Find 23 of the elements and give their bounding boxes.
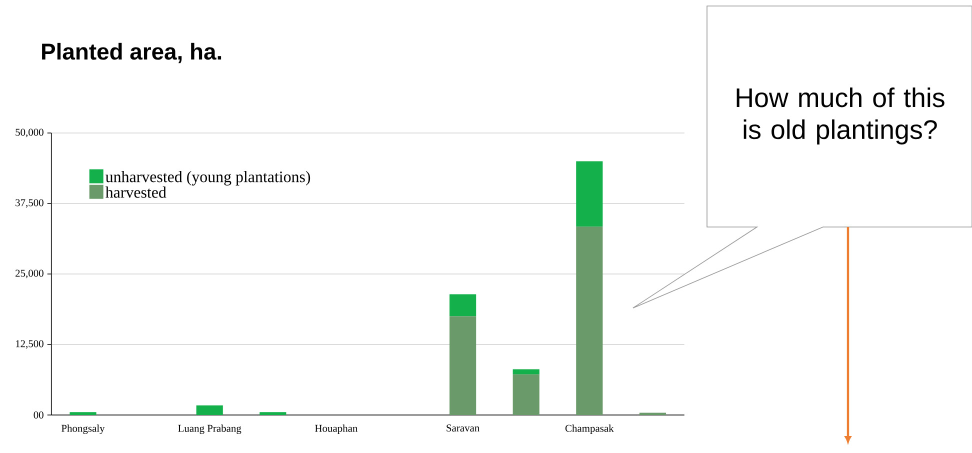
text: How much of this is old plantings? [736, 88, 944, 144]
bar [450, 294, 476, 316]
bar [196, 405, 223, 415]
bar [512, 374, 540, 415]
legend-label: harvested [106, 186, 166, 198]
bar [260, 412, 286, 415]
x-tick-label: Phongsaly [62, 424, 105, 434]
x-tick-label: Houaphan [315, 424, 358, 434]
legend-label: unharvested (young plantations) [106, 171, 310, 186]
y-tick-label: 25,000 [16, 270, 44, 278]
bar [70, 412, 96, 415]
bar [450, 316, 476, 415]
bar [576, 161, 603, 227]
y-tick-label: 00 [34, 411, 44, 419]
chart-title: Planted area, ha. [42, 42, 222, 64]
x-tick-label: Champasak [565, 424, 614, 434]
bar [512, 369, 540, 374]
bar [576, 226, 603, 415]
y-tick-label: 50,000 [16, 128, 44, 138]
y-tick-label: 37,500 [16, 199, 44, 208]
x-tick-label: Saravan [446, 424, 480, 432]
x-tick-label: Luang Prabang [178, 424, 242, 434]
y-tick-label: 12,500 [16, 340, 44, 349]
